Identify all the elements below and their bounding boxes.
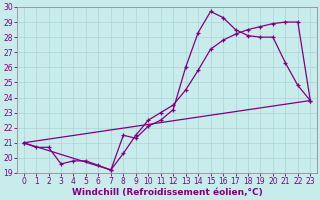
X-axis label: Windchill (Refroidissement éolien,°C): Windchill (Refroidissement éolien,°C) [72,188,262,197]
